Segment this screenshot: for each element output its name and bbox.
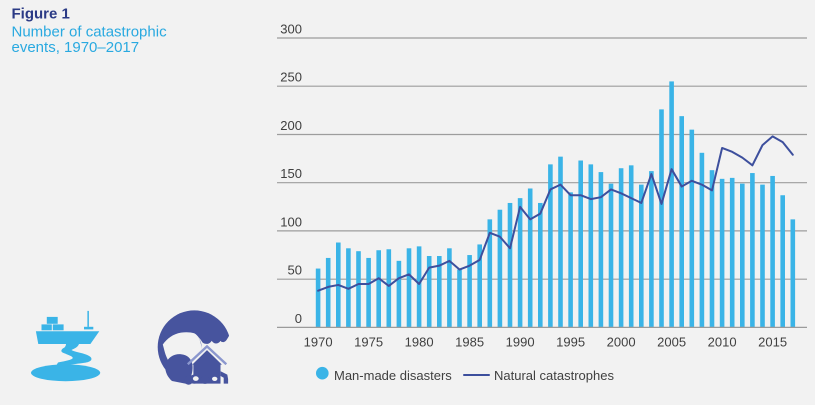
- svg-text:Man-made disasters: Man-made disasters: [334, 368, 452, 383]
- svg-text:1975: 1975: [354, 335, 383, 350]
- svg-text:300: 300: [280, 22, 302, 37]
- svg-text:events, 1970–2017: events, 1970–2017: [12, 39, 140, 56]
- svg-text:0: 0: [295, 311, 302, 326]
- svg-text:1990: 1990: [506, 335, 535, 350]
- svg-text:100: 100: [280, 214, 302, 229]
- svg-text:1980: 1980: [405, 335, 434, 350]
- svg-text:1970: 1970: [304, 335, 333, 350]
- svg-text:Natural catastrophes: Natural catastrophes: [494, 368, 614, 383]
- svg-text:1985: 1985: [455, 335, 484, 350]
- svg-text:50: 50: [288, 263, 302, 278]
- svg-text:1995: 1995: [556, 335, 585, 350]
- svg-text:200: 200: [280, 118, 302, 133]
- svg-text:2010: 2010: [708, 335, 737, 350]
- svg-text:2000: 2000: [607, 335, 636, 350]
- svg-text:2015: 2015: [758, 335, 787, 350]
- svg-text:Figure 1: Figure 1: [12, 6, 70, 23]
- svg-text:250: 250: [280, 70, 302, 85]
- svg-text:150: 150: [280, 166, 302, 181]
- svg-text:Number of catastrophic: Number of catastrophic: [12, 24, 168, 41]
- svg-text:2005: 2005: [657, 335, 686, 350]
